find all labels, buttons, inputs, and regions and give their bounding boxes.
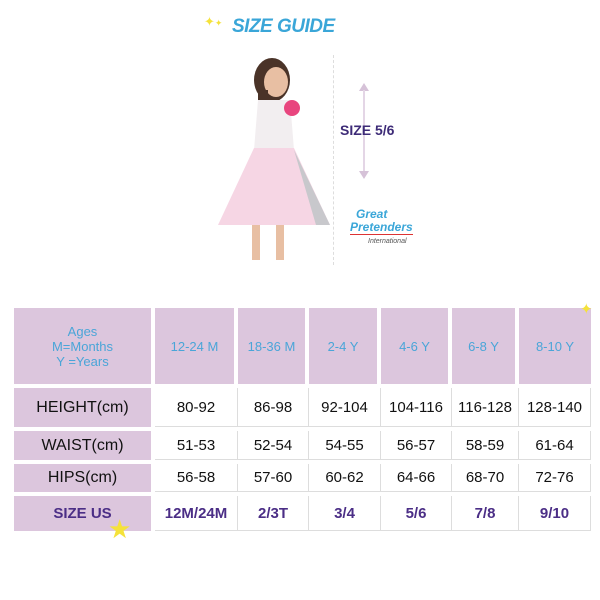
table-cell: 64-66 [381, 464, 452, 492]
logo-line1: Great [356, 207, 388, 221]
table-cell: 61-64 [519, 431, 591, 460]
column-header: 4-6 Y [381, 308, 448, 384]
model-size-label: SIZE 5/6 [340, 122, 395, 138]
row-label: SIZE US [14, 496, 151, 531]
table-cell: 52-54 [238, 431, 309, 460]
flower-icon [284, 100, 300, 116]
table-cell: 54-55 [309, 431, 381, 460]
table-cell: 92-104 [309, 388, 381, 427]
table-cell: 57-60 [238, 464, 309, 492]
brand-logo: Great Pretenders International [350, 208, 413, 248]
table-cell: 68-70 [452, 464, 519, 492]
ages-legend-line: M=Months [51, 338, 114, 354]
table-cell: 9/10 [519, 496, 591, 531]
star-icon: ★ [108, 514, 132, 544]
arrow-down-icon [359, 171, 369, 179]
column-header: 12-24 M [155, 308, 234, 384]
ages-legend-line: Y =Years [56, 353, 109, 369]
arrow-line [363, 90, 365, 172]
table-cell: 5/6 [381, 496, 452, 531]
table-cell: 80-92 [155, 388, 238, 427]
column-header: 6-8 Y [452, 308, 515, 384]
row-label: WAIST(cm) [14, 431, 151, 460]
table-cell: 56-58 [155, 464, 238, 492]
table-cell: 116-128 [452, 388, 519, 427]
ages-legend-line: Ages [67, 323, 98, 339]
star-icon: ✦ [580, 301, 593, 318]
table-cell: 3/4 [309, 496, 381, 531]
table-cell: 7/8 [452, 496, 519, 531]
table-cell: 56-57 [381, 431, 452, 460]
row-label: HEIGHT(cm) [14, 388, 151, 427]
table-cell: 104-116 [381, 388, 452, 427]
girl-photo [218, 58, 330, 260]
column-header: 8-10 Y [519, 308, 591, 384]
table-cell: 60-62 [309, 464, 381, 492]
table-cell: 12M/24M [155, 496, 238, 531]
column-header: 18-36 M [238, 308, 305, 384]
page-title: SIZE GUIDE [232, 16, 335, 37]
table-cell: 128-140 [519, 388, 591, 427]
column-header: 2-4 Y [309, 308, 377, 384]
table-cell: 58-59 [452, 431, 519, 460]
table-cell: 51-53 [155, 431, 238, 460]
divider-line [333, 55, 334, 265]
table-cell: 2/3T [238, 496, 309, 531]
logo-line3: International [350, 234, 413, 248]
stars-icon: ✦✦ [204, 14, 223, 29]
ages-legend-cell: Ages M=Months Y =Years [14, 308, 151, 384]
logo-line2: Pretenders [350, 220, 413, 234]
arrow-up-icon [359, 83, 369, 91]
table-cell: 86-98 [238, 388, 309, 427]
table-cell: 72-76 [519, 464, 591, 492]
row-label: HIPS(cm) [14, 464, 151, 492]
